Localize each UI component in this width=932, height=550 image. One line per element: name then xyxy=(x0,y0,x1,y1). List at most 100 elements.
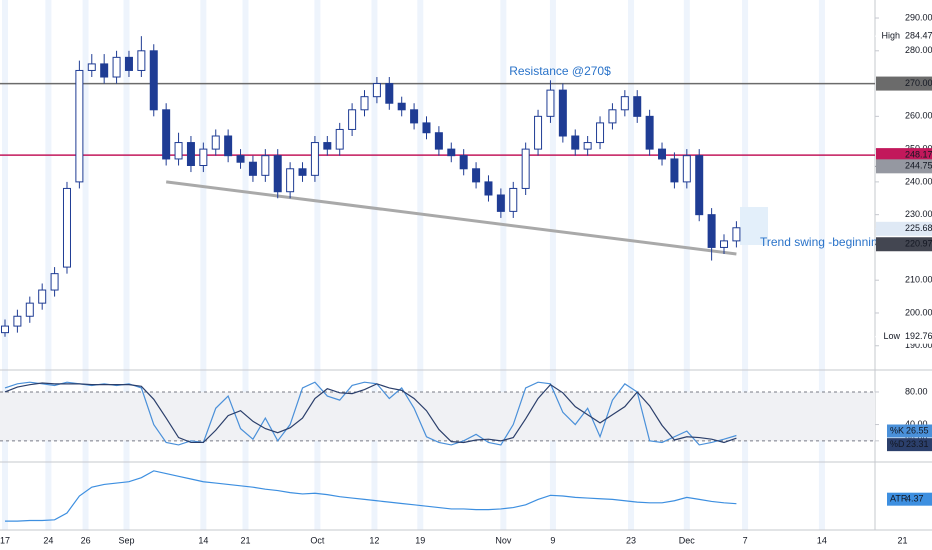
y-tick-label: 210.00 xyxy=(905,275,932,285)
candle-body xyxy=(124,56,133,71)
price-tag-label: 270.00 xyxy=(905,78,932,88)
price-tag xyxy=(904,29,932,44)
y-tick-label: 280.00 xyxy=(905,45,932,55)
x-tick-label: 14 xyxy=(817,535,827,545)
candle-body xyxy=(224,135,233,157)
candle-body xyxy=(25,302,34,317)
series-tag xyxy=(887,492,932,506)
candle-body xyxy=(112,56,121,78)
candle-body xyxy=(360,96,369,111)
candle-body xyxy=(472,168,481,183)
y-tick-label: 190.00 xyxy=(905,340,932,350)
candle-body xyxy=(174,142,183,160)
price-tag-label: 192.76 xyxy=(905,331,932,341)
x-tick-label: 14 xyxy=(198,535,208,545)
candle-body xyxy=(596,122,605,144)
candle-body xyxy=(422,122,431,134)
band-fill xyxy=(0,391,875,441)
candle-body xyxy=(273,155,282,193)
x-tick-label: 21 xyxy=(898,535,908,545)
x-tick-label: Oct xyxy=(310,535,325,545)
x-tick-label: Dec xyxy=(679,535,696,545)
price-tag-label: 220.97 xyxy=(905,239,932,249)
price-tag xyxy=(876,148,932,163)
series-line xyxy=(4,382,737,444)
candle-body xyxy=(137,50,146,71)
x-tick-label: 23 xyxy=(626,535,636,545)
y-tick-label: 230.00 xyxy=(905,209,932,219)
candle-body xyxy=(348,109,357,130)
x-tick-label: 9 xyxy=(550,535,555,545)
x-tick-label: 7 xyxy=(743,535,748,545)
y-tick-label: 290.00 xyxy=(905,12,932,22)
candle-body xyxy=(13,315,22,327)
price-tag-label: 284.47 xyxy=(905,31,932,41)
candle-body xyxy=(695,155,704,216)
series-tag xyxy=(887,424,932,438)
series-tag-name: %D xyxy=(890,439,905,449)
candle-body xyxy=(261,155,270,176)
grid xyxy=(2,0,825,530)
candle-body xyxy=(682,155,691,183)
x-tick-label: 19 xyxy=(415,535,425,545)
series-tag-name: %K xyxy=(890,425,904,435)
candle-body xyxy=(397,102,406,111)
x-tick-label: 21 xyxy=(240,535,250,545)
candle-body xyxy=(633,96,642,117)
candle-body xyxy=(286,168,295,193)
price-tag-name: Low xyxy=(883,331,900,341)
series-tag-name: ATR xyxy=(890,494,908,504)
price-tag xyxy=(876,159,932,174)
candle-body xyxy=(372,83,381,98)
candle-body xyxy=(732,227,741,242)
series-tag xyxy=(887,438,932,452)
candle-body xyxy=(298,168,307,176)
candle-body xyxy=(75,69,84,183)
y-tick-label: 240.00 xyxy=(905,176,932,186)
candle-body xyxy=(410,109,419,124)
candle-body xyxy=(385,83,394,104)
candle-body xyxy=(211,135,220,150)
candle-body xyxy=(323,142,332,150)
candle-body xyxy=(149,50,158,111)
x-tick-label: 17 xyxy=(0,535,10,545)
price-tag-label: 248.17 xyxy=(905,149,932,159)
y-tick-label: 260.00 xyxy=(905,111,932,121)
candle-body xyxy=(434,132,443,150)
candle-body xyxy=(608,109,617,124)
price-tag xyxy=(876,76,932,91)
x-tick-label: 26 xyxy=(81,535,91,545)
y-tick-label: 80.00 xyxy=(905,386,928,396)
series-tag-value: 4.37 xyxy=(906,494,924,504)
candle-body xyxy=(521,148,530,189)
series-tag-value: 26.55 xyxy=(906,425,929,435)
price-tag-label: 225.68 xyxy=(905,223,932,233)
x-tick-label: Sep xyxy=(118,535,134,545)
price-tag-label: 244.75 xyxy=(905,161,932,171)
candle-body xyxy=(571,135,580,150)
y-tick-label: 200.00 xyxy=(905,307,932,317)
candle-body xyxy=(720,240,729,248)
price-tag xyxy=(904,329,932,344)
series-line xyxy=(5,470,737,522)
candle-body xyxy=(534,115,543,150)
candle-body xyxy=(583,142,592,150)
trend-line xyxy=(165,180,737,256)
candle-body xyxy=(236,155,245,163)
candle-body xyxy=(447,148,456,157)
candle-body xyxy=(87,63,96,71)
x-tick-label: 12 xyxy=(369,535,379,545)
x-tick-label: Nov xyxy=(495,535,512,545)
candle-body xyxy=(546,89,555,117)
candle-body xyxy=(645,115,654,150)
candle-body xyxy=(162,109,171,160)
candle-body xyxy=(38,289,47,304)
candle-body xyxy=(484,181,493,196)
series-tag-value: 23.31 xyxy=(906,439,929,449)
price-tag xyxy=(876,237,932,252)
candle-body xyxy=(50,273,59,291)
candle-body xyxy=(558,89,567,137)
candle-body xyxy=(509,187,518,212)
